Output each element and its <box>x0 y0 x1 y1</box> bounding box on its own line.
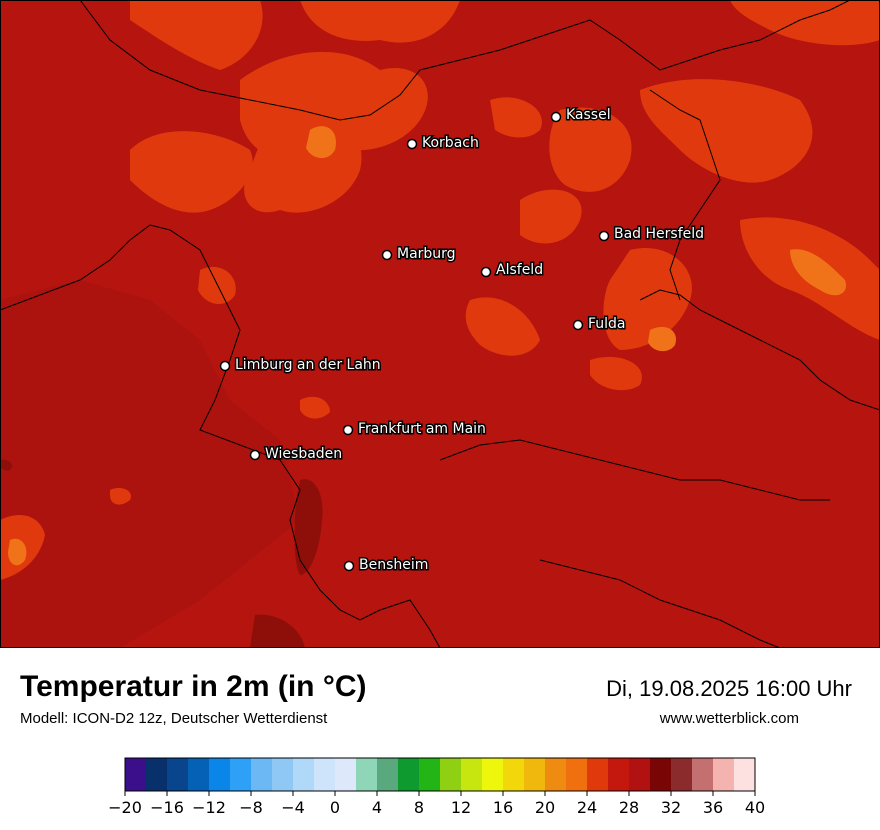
colorbar-cell <box>293 758 315 791</box>
colorbar-frame <box>124 757 756 792</box>
colorbar-cell <box>314 758 336 791</box>
colorbar-tick-label: 4 <box>372 798 382 817</box>
warm-patches <box>0 0 880 580</box>
city-bad-hersfeld: Bad Hersfeld <box>598 225 706 244</box>
colorbar-tick-label: 20 <box>535 798 555 817</box>
city-label-bad-hersfeld: Bad Hersfeld <box>614 226 704 242</box>
colorbar-tick-label: 12 <box>451 798 471 817</box>
colorbar-legend: −20 −16 −12 −8 −4 0 4 8 12 16 20 24 28 32 36 40 <box>108 757 765 817</box>
colorbar-cell <box>545 758 567 791</box>
colorbar-cell <box>272 758 294 791</box>
colorbar-cell <box>188 758 210 791</box>
colorbar-tick-label: 36 <box>703 798 723 817</box>
city-label-frankfurt: Frankfurt am Main <box>358 421 486 437</box>
colorbar-tick-label: 32 <box>661 798 681 817</box>
colorbar-cell <box>713 758 735 791</box>
colorbar-cell <box>566 758 588 791</box>
city-wiesbaden: Wiesbaden <box>249 445 344 464</box>
state-borders <box>0 0 880 648</box>
colorbar-cell <box>146 758 168 791</box>
colorbar-tick-label: 0 <box>330 798 340 817</box>
colorbar-cell <box>587 758 609 791</box>
city-kassel: Kassel <box>550 106 612 125</box>
city-marburg: Marburg <box>381 245 457 264</box>
colorbar-tick-label: −16 <box>150 798 184 817</box>
colorbar-tick-label: −8 <box>239 798 263 817</box>
colorbar-cell <box>251 758 273 791</box>
city-label-bensheim: Bensheim <box>359 557 428 573</box>
colorbar-cell <box>524 758 546 791</box>
city-label-limburg: Limburg an der Lahn <box>235 357 381 373</box>
city-fulda: Fulda <box>572 315 627 334</box>
colorbar-tick-label: 16 <box>493 798 513 817</box>
colorbar-cell <box>608 758 630 791</box>
colorbar-cell <box>482 758 504 791</box>
city-alsfeld: Alsfeld <box>480 261 545 280</box>
city-frankfurt: Frankfurt am Main <box>342 420 487 439</box>
city-label-kassel: Kassel <box>566 107 611 123</box>
city-label-fulda: Fulda <box>588 316 626 332</box>
colorbar-cell <box>671 758 693 791</box>
cool-region-west <box>0 280 300 648</box>
colorbar-cell <box>356 758 378 791</box>
colorbar-cell <box>230 758 252 791</box>
forecast-datetime: Di, 19.08.2025 16:00 Uhr <box>606 676 852 701</box>
colorbar-tick-label: 28 <box>619 798 639 817</box>
colorbar-cell <box>167 758 189 791</box>
colorbar-tick-label: −20 <box>108 798 142 817</box>
city-label-wiesbaden: Wiesbaden <box>265 446 342 462</box>
colorbar-cell <box>419 758 441 791</box>
colorbar-cell <box>335 758 357 791</box>
hot-patches <box>8 126 846 566</box>
city-label-korbach: Korbach <box>422 135 479 151</box>
city-label-marburg: Marburg <box>397 246 456 262</box>
model-subtitle: Modell: ICON-D2 12z, Deutscher Wetterdie… <box>20 710 328 727</box>
city-bensheim: Bensheim <box>343 556 430 575</box>
footer: Temperatur in 2m (in °C) Modell: ICON-D2… <box>0 648 880 830</box>
website-link[interactable]: www.wetterblick.com <box>659 710 799 727</box>
colorbar-cell <box>650 758 672 791</box>
colorbar-cell <box>692 758 714 791</box>
colorbar-cell <box>461 758 483 791</box>
colorbar-tick-label: 40 <box>745 798 765 817</box>
chart-title: Temperatur in 2m (in °C) <box>20 670 367 703</box>
colorbar-tick-label: −12 <box>192 798 226 817</box>
colorbar-cell <box>629 758 651 791</box>
colorbar-cell <box>734 758 756 791</box>
city-limburg: Limburg an der Lahn <box>219 356 382 375</box>
colorbar-cell <box>398 758 420 791</box>
colorbar-tick-label: 8 <box>414 798 424 817</box>
city-label-alsfeld: Alsfeld <box>496 262 543 278</box>
colorbar-tick-label: −4 <box>281 798 305 817</box>
temperature-map: Kassel Korbach Bad Hersfeld Marburg Alsf… <box>0 0 880 648</box>
city-markers: Kassel Korbach Bad Hersfeld Marburg Alsf… <box>219 106 706 575</box>
colorbar-ticks: −20 −16 −12 −8 −4 0 4 8 12 16 20 24 28 32 36 40 <box>108 791 765 817</box>
colorbar-cells <box>125 758 756 791</box>
city-korbach: Korbach <box>406 134 480 153</box>
colorbar-tick-label: 24 <box>577 798 597 817</box>
colorbar-cell <box>503 758 525 791</box>
colorbar-cell <box>209 758 231 791</box>
colorbar-cell <box>377 758 399 791</box>
colorbar-cell <box>440 758 462 791</box>
colorbar-cell <box>125 758 147 791</box>
cool-patches <box>0 459 323 648</box>
